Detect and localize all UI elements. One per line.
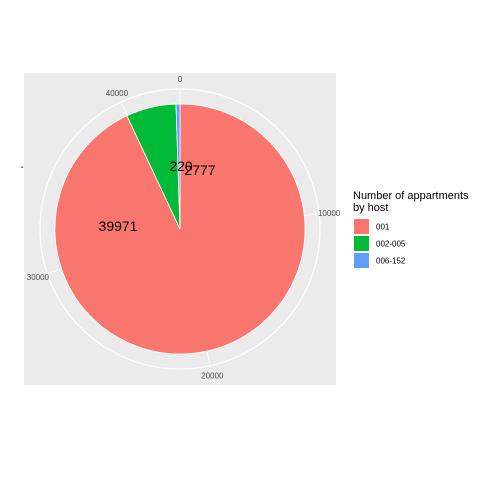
- pie-slice-006-152: [175, 103, 181, 230]
- data-label-006-152: 220: [169, 158, 193, 174]
- legend-swatch-006-152: [354, 253, 369, 268]
- data-label-002-005: 2777: [184, 162, 215, 178]
- angular-tick-label: 10000: [318, 209, 341, 218]
- legend-swatch-001: [354, 219, 369, 234]
- legend-label-001: 001: [376, 223, 390, 232]
- angular-ticks: 0 10000 20000 30000 40000: [27, 75, 341, 380]
- data-label-001: 39971: [99, 218, 138, 234]
- angular-tick-label: 20000: [201, 371, 224, 380]
- y-axis-label: -: [20, 162, 23, 173]
- angular-tick-label: 40000: [106, 89, 129, 98]
- legend-keys: 001 002-005 006-152: [354, 219, 406, 268]
- legend-label-006-152: 006-152: [376, 257, 406, 266]
- legend-label-002-005: 002-005: [376, 240, 406, 249]
- pie-slices: [54, 103, 306, 355]
- legend: Number of appartments by host 001 002-005…: [353, 190, 469, 268]
- angular-tick-label: 30000: [27, 273, 50, 282]
- legend-title-line-1: Number of appartments: [353, 190, 469, 202]
- legend-swatch-002-005: [354, 236, 369, 251]
- angular-tick-label: 0: [178, 75, 183, 84]
- legend-title-line-2: by host: [353, 202, 388, 214]
